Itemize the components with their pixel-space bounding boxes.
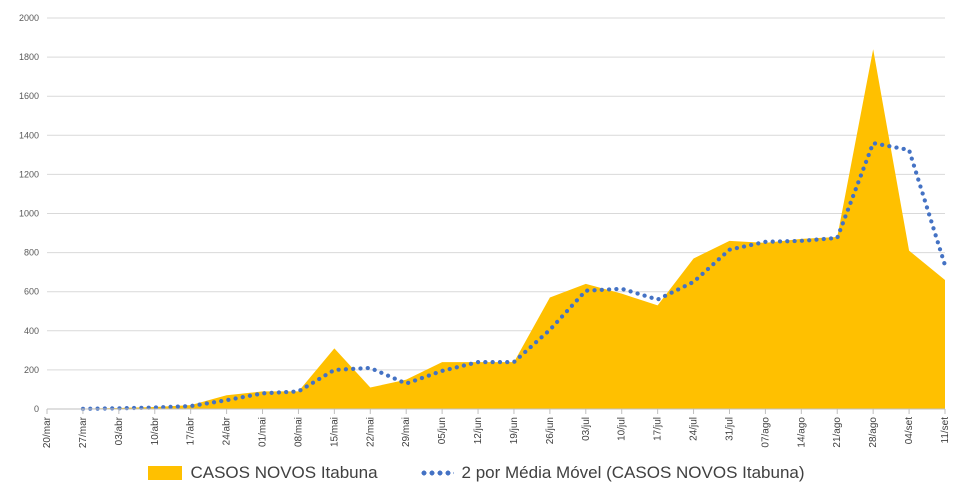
x-tick-label-11: 05/jun xyxy=(437,417,448,444)
y-tick-label-1400: 1400 xyxy=(19,130,39,140)
x-tick-label-15: 03/jul xyxy=(581,417,592,441)
area-series-layer xyxy=(47,49,945,409)
x-tick-label-19: 31/jul xyxy=(724,417,735,441)
y-tick-label-800: 800 xyxy=(24,248,39,258)
y-tick-labels: 0 200 400 600 800 1000 1200 1400 1600 1800 2000 xyxy=(19,13,39,414)
x-tick-label-7: 08/mai xyxy=(293,417,304,447)
x-tick-label-5: 24/abr xyxy=(222,416,233,445)
legend-item-moving-average: 2 por Média Móvel (CASOS NOVOS Itabuna) xyxy=(419,463,805,483)
x-tick-label-20: 07/ago xyxy=(760,417,771,448)
axes xyxy=(46,408,946,414)
legend-swatch-area xyxy=(148,466,183,480)
x-tick-label-0: 20/mar xyxy=(42,416,53,448)
x-tick-labels: 20/mar 27/mar 03/abr 10/abr 17/abr 24/abr 01/m… xyxy=(42,416,951,448)
y-tick-label-1800: 1800 xyxy=(19,52,39,62)
x-tick-label-14: 26/jun xyxy=(545,417,556,444)
y-tick-label-200: 200 xyxy=(24,365,39,375)
x-tick-label-4: 17/abr xyxy=(186,416,197,445)
moving-average-layer xyxy=(80,140,948,411)
y-tick-label-1000: 1000 xyxy=(19,209,39,219)
legend-label-area: CASOS NOVOS Itabuna xyxy=(190,463,378,482)
x-tick-label-18: 24/jul xyxy=(689,417,700,441)
x-tick-label-25: 11/set xyxy=(940,417,951,444)
y-tick-label-0: 0 xyxy=(34,404,39,414)
x-tick-label-2: 03/abr xyxy=(114,416,125,445)
x-tick-label-17: 17/jul xyxy=(653,417,664,441)
legend-item-area: CASOS NOVOS Itabuna xyxy=(148,463,378,483)
legend-label-moving-average: 2 por Média Móvel (CASOS NOVOS Itabuna) xyxy=(461,463,805,482)
x-tick-label-9: 22/mai xyxy=(365,417,376,447)
area-series-casos-novos xyxy=(47,49,945,409)
x-tick-label-22: 21/ago xyxy=(832,417,843,448)
x-tick-label-23: 28/ago xyxy=(868,417,879,448)
x-tick-label-8: 15/mai xyxy=(329,417,340,447)
y-tick-label-400: 400 xyxy=(24,326,39,336)
legend-swatch-dotted-line xyxy=(419,470,454,476)
moving-average-line xyxy=(80,140,948,411)
x-tick-label-10: 29/mai xyxy=(401,417,412,447)
x-tick-label-21: 14/ago xyxy=(796,417,807,448)
x-tick-label-6: 01/mai xyxy=(258,417,269,447)
x-tick-label-13: 19/jun xyxy=(509,417,520,444)
x-tick-label-16: 10/jul xyxy=(617,417,628,441)
y-tick-label-1200: 1200 xyxy=(19,169,39,179)
y-tick-label-2000: 2000 xyxy=(19,13,39,23)
y-tick-label-600: 600 xyxy=(24,287,39,297)
gridlines xyxy=(47,17,945,371)
y-tick-label-1600: 1600 xyxy=(19,91,39,101)
x-tick-label-24: 04/set xyxy=(904,417,915,444)
x-tick-label-3: 10/abr xyxy=(150,416,161,445)
x-tick-label-12: 12/jun xyxy=(473,417,484,444)
legend: CASOS NOVOS Itabuna 2 por Média Móvel (C… xyxy=(0,462,953,484)
x-tick-label-1: 27/mar xyxy=(78,416,89,448)
